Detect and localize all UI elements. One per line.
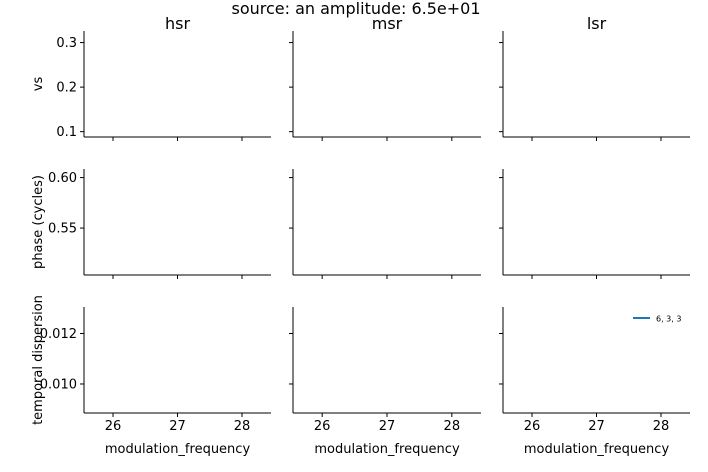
xtick-label: 27: [169, 419, 186, 434]
panel-vs-lsr: lsr: [499, 14, 690, 141]
xtick-label: 28: [444, 419, 461, 434]
xtick-label: 26: [105, 419, 122, 434]
legend: 6, 3, 3: [633, 315, 681, 324]
column-title-lsr: lsr: [587, 14, 607, 33]
xtick-label: 28: [234, 419, 251, 434]
y-axis-label-vs: vs: [31, 77, 46, 92]
ytick-label: 0.3: [56, 36, 77, 51]
xtick-label: 27: [588, 419, 605, 434]
panel-phase-cycles-lsr: [499, 169, 690, 279]
panel-vs-hsr: 0.1 0.2 0.3 hsr vs: [31, 14, 271, 141]
column-title-msr: msr: [372, 14, 403, 33]
y-axis-label-phase-cycles: phase (cycles): [31, 175, 46, 269]
xtick-label: 26: [314, 419, 331, 434]
xtick-label: 26: [524, 419, 541, 434]
ytick-label: 0.012: [40, 327, 77, 342]
x-axis-label: modulation_frequency: [105, 442, 251, 457]
panel-temporal-dispersion-hsr: 0.010 0.012 26 27 28 modulation_frequency temp…: [31, 295, 271, 457]
x-axis-label: modulation_frequency: [524, 442, 670, 457]
y-axis-label-temporal-dispersion: temporal dispersion: [31, 295, 46, 425]
ytick-label: 0.2: [56, 81, 77, 96]
panel-phase-cycles-msr: [289, 169, 481, 279]
figure-title: source: an amplitude: 6.5e+01: [231, 0, 480, 18]
ytick-label: 0.60: [48, 171, 77, 186]
panel-vs-msr: msr: [289, 14, 481, 141]
ytick-label: 0.55: [48, 222, 77, 237]
legend-label: 6, 3, 3: [656, 315, 681, 324]
ytick-label: 0.010: [40, 377, 77, 392]
column-title-hsr: hsr: [165, 14, 190, 33]
xtick-label: 28: [653, 419, 670, 434]
xtick-label: 27: [379, 419, 396, 434]
panel-temporal-dispersion-lsr: 26 27 28 modulation_frequency: [499, 307, 690, 457]
x-axis-label: modulation_frequency: [314, 442, 460, 457]
panel-temporal-dispersion-msr: 26 27 28 modulation_frequency: [289, 307, 481, 457]
ytick-label: 0.1: [56, 125, 77, 140]
